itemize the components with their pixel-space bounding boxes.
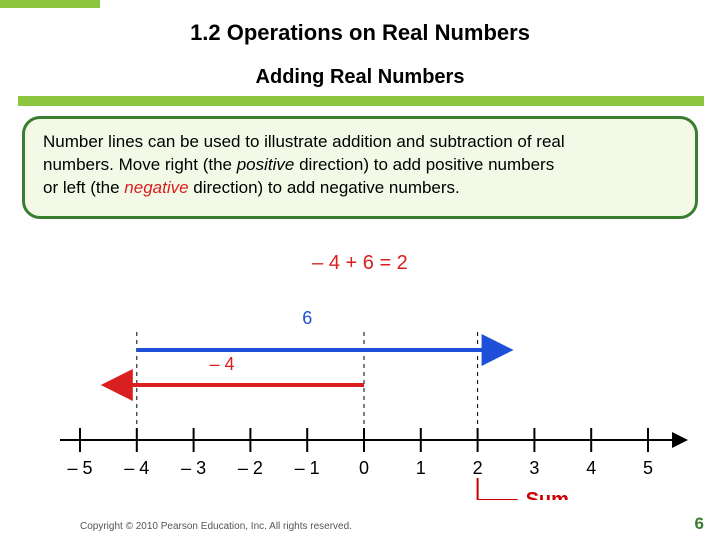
svg-text:1: 1 [416, 458, 426, 478]
svg-text:– 4: – 4 [209, 354, 234, 374]
body-text-2b: (the [198, 155, 237, 174]
word-left: left [63, 178, 86, 197]
word-right: right [165, 155, 198, 174]
body-text-2c: direction) to add positive numbers [294, 155, 554, 174]
svg-text:– 2: – 2 [238, 458, 263, 478]
word-positive: positive [237, 155, 295, 174]
copyright-text: Copyright © 2010 Pearson Education, Inc.… [80, 521, 352, 532]
svg-text:2: 2 [473, 458, 483, 478]
svg-text:6: 6 [302, 308, 312, 328]
svg-text:3: 3 [529, 458, 539, 478]
svg-text:– 3: – 3 [181, 458, 206, 478]
body-text-2a: numbers. Move [43, 155, 165, 174]
svg-text:0: 0 [359, 458, 369, 478]
body-text-3b: (the [86, 178, 125, 197]
body-text-1: Number lines can be used to illustrate a… [43, 132, 565, 151]
page-number: 6 [695, 514, 704, 534]
word-negative: negative [124, 178, 188, 197]
number-line-diagram: 6– 4– 5– 4– 3– 2– 1012345Sum [0, 300, 720, 490]
equation-text: – 4 + 6 = 2 [0, 252, 720, 275]
svg-text:– 1: – 1 [295, 458, 320, 478]
body-text-3a: or [43, 178, 63, 197]
svg-text:4: 4 [586, 458, 596, 478]
slide-subtitle: Adding Real Numbers [0, 66, 720, 89]
svg-text:Sum: Sum [526, 489, 569, 500]
explanation-box: Number lines can be used to illustrate a… [22, 116, 698, 219]
body-text-3c: direction) to add negative numbers. [189, 178, 460, 197]
svg-text:– 4: – 4 [124, 458, 149, 478]
svg-text:– 5: – 5 [67, 458, 92, 478]
svg-text:5: 5 [643, 458, 653, 478]
slide-title: 1.2 Operations on Real Numbers [0, 20, 720, 46]
accent-bar-under-title [18, 96, 704, 106]
accent-bar-top [0, 0, 100, 8]
